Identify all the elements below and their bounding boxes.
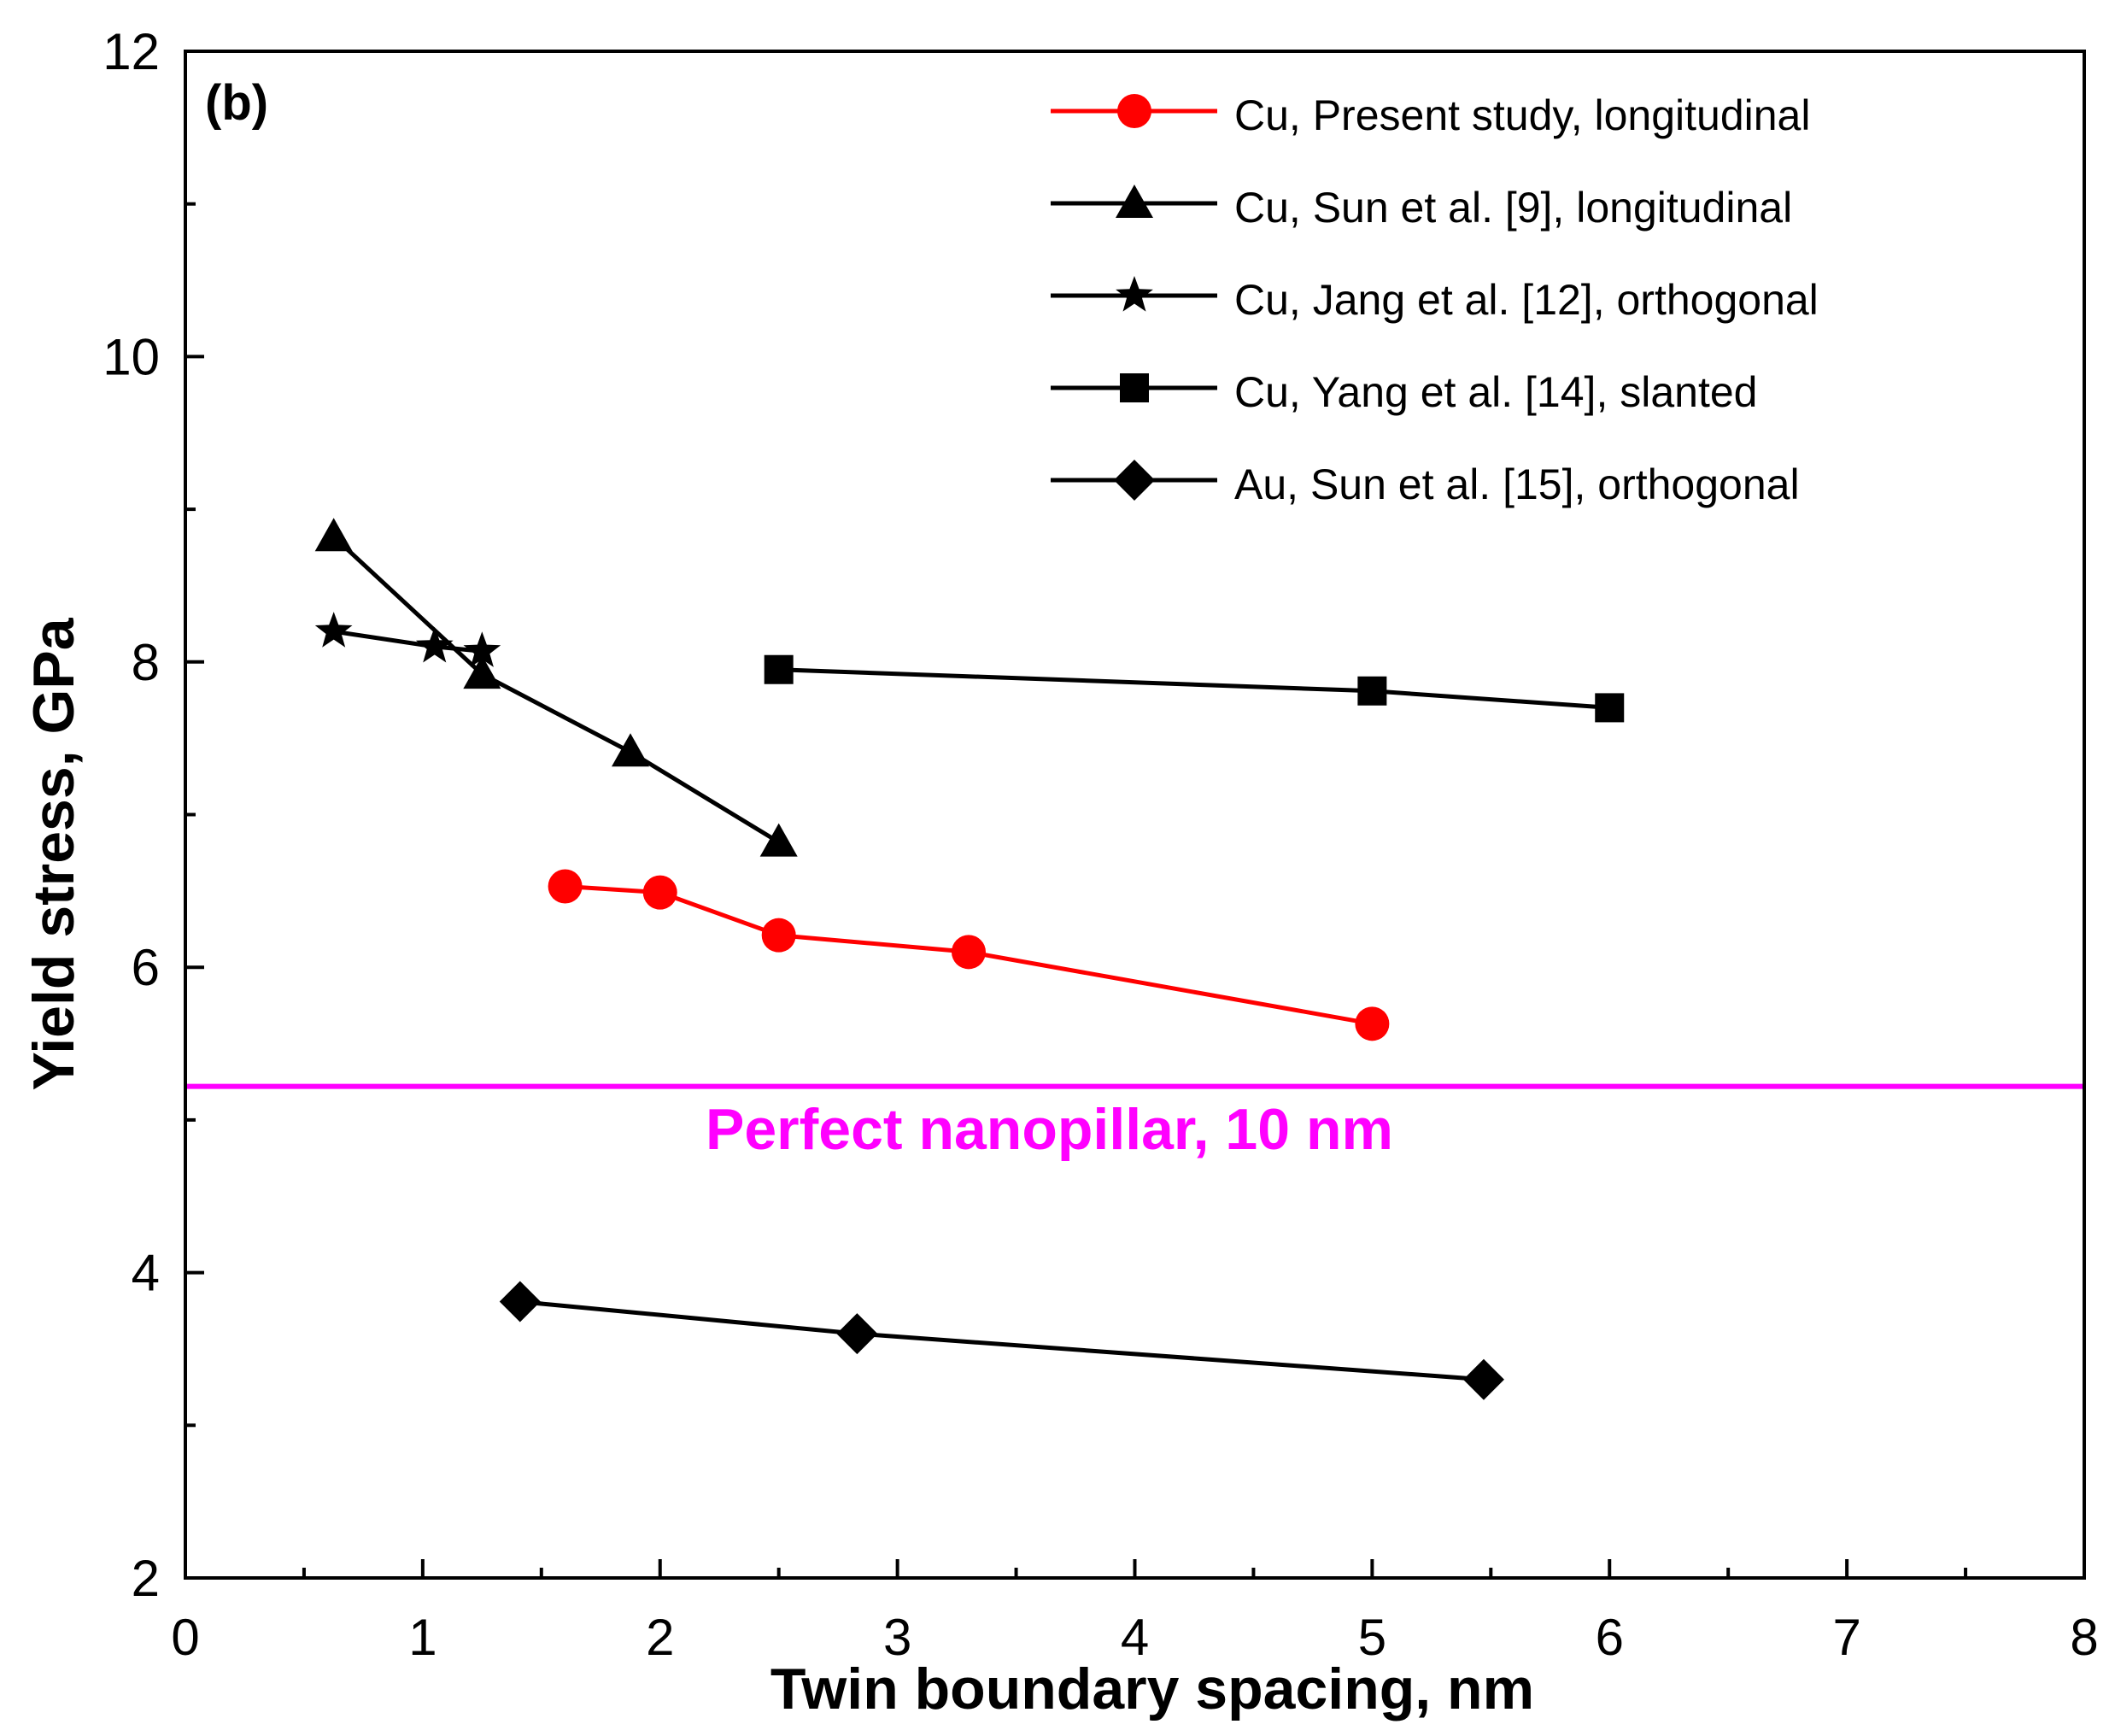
legend-entry: Au, Sun et al. [15], orthogonal (1051, 460, 1800, 508)
legend-label: Cu, Sun et al. [9], longitudinal (1234, 184, 1792, 232)
data-point (642, 875, 677, 910)
legend-entry: Cu, Yang et al. [14], slanted (1051, 368, 1757, 416)
legend-entry: Cu, Sun et al. [9], longitudinal (1051, 184, 1792, 232)
series-line (778, 667, 1610, 710)
data-point (836, 1313, 878, 1355)
x-tick-label: 5 (1358, 1609, 1386, 1666)
legend: Cu, Present study, longitudinal Cu, Sun e… (1051, 91, 1819, 508)
series-group (314, 518, 1625, 1400)
data-point (499, 1281, 541, 1323)
data-point (759, 823, 798, 857)
legend-marker (1116, 276, 1153, 312)
legend-marker (1114, 460, 1155, 501)
panel-label: (b) (205, 75, 268, 131)
data-point (1462, 1358, 1504, 1400)
legend-label: Cu, Jang et al. [12], orthogonal (1234, 276, 1819, 324)
y-tick-label: 4 (132, 1245, 160, 1302)
series-line (332, 535, 780, 844)
x-tick-label: 4 (1121, 1609, 1149, 1666)
x-tick-label: 0 (171, 1609, 199, 1666)
y-tick-label: 6 (132, 939, 160, 996)
data-point (1595, 693, 1625, 723)
x-tick-label: 3 (883, 1609, 911, 1666)
legend-entry: Cu, Jang et al. [12], orthogonal (1051, 276, 1819, 324)
legend-marker (1116, 185, 1153, 218)
data-point (761, 918, 796, 953)
series-circle (548, 869, 1390, 1041)
x-tick-label: 8 (2070, 1609, 2098, 1666)
x-tick-label: 6 (1596, 1609, 1624, 1666)
legend-label: Cu, Yang et al. [14], slanted (1234, 368, 1757, 416)
series-triangle (314, 518, 798, 857)
data-point (1357, 676, 1387, 706)
x-tick-label: 2 (646, 1609, 674, 1666)
legend-entry: Cu, Present study, longitudinal (1051, 91, 1810, 139)
y-tick-label: 12 (103, 23, 160, 80)
data-point (314, 612, 353, 648)
x-tick-label: 1 (408, 1609, 436, 1666)
legend-marker (1117, 94, 1151, 128)
data-point (463, 655, 501, 689)
series-line (519, 1299, 1485, 1382)
reference-line-label: Perfect nanopillar, 10 nm (706, 1097, 1393, 1162)
legend-label: Au, Sun et al. [15], orthogonal (1234, 460, 1800, 508)
data-point (314, 518, 353, 552)
series-star (314, 612, 501, 667)
x-axis-title: Twin boundary spacing, nm (770, 1657, 1534, 1721)
y-tick-label: 2 (132, 1550, 160, 1607)
y-tick-label: 8 (132, 634, 160, 691)
y-tick-label: 10 (103, 328, 160, 385)
data-point (548, 869, 583, 904)
series-square (764, 654, 1625, 723)
x-tick-label: 7 (1832, 1609, 1860, 1666)
series-line (333, 629, 483, 654)
axis-ticks (184, 50, 2086, 1580)
data-point (1355, 1006, 1390, 1041)
y-axis-title: Yield stress, GPa (21, 617, 86, 1090)
data-point (951, 935, 986, 970)
legend-marker (1120, 373, 1149, 402)
data-point (612, 733, 650, 767)
data-point (463, 631, 501, 667)
series-diamond (499, 1281, 1504, 1400)
legend-label: Cu, Present study, longitudinal (1234, 91, 1810, 139)
data-point (764, 654, 794, 684)
data-point (415, 626, 454, 663)
